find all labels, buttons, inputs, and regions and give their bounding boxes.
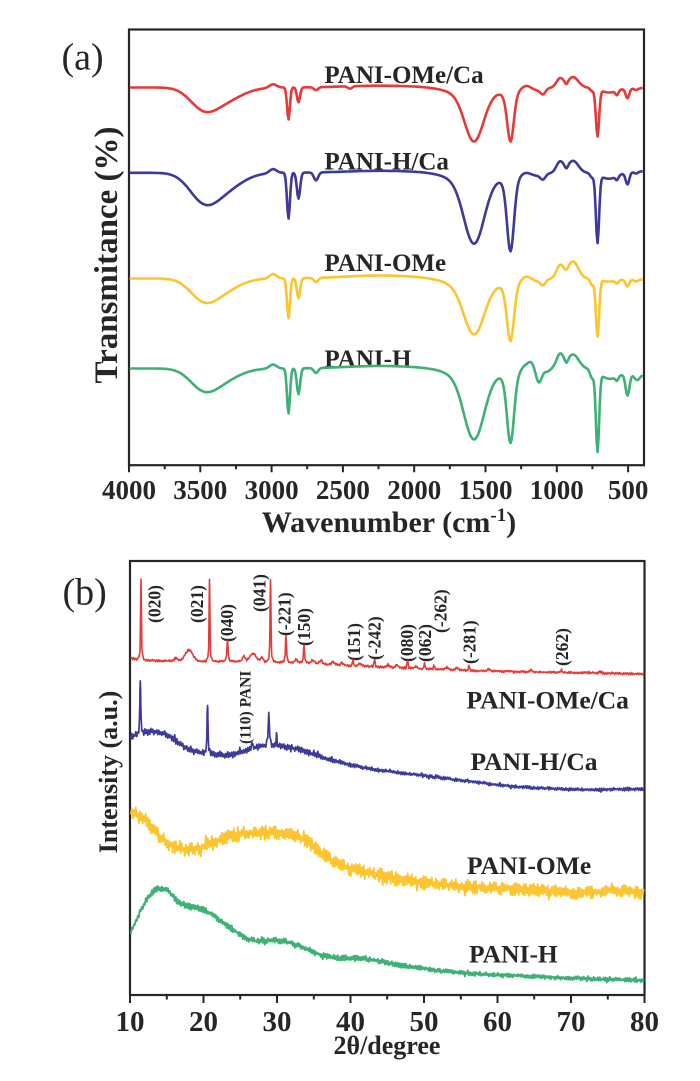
svg-text:PANI-H: PANI-H [469,940,558,969]
svg-text:(151): (151) [344,623,364,661]
svg-text:4000: 4000 [102,475,156,505]
svg-text:PANI-H/Ca: PANI-H/Ca [471,747,598,776]
svg-text:Transmitance (%): Transmitance (%) [89,127,125,384]
svg-text:2000: 2000 [387,475,441,505]
svg-text:(-262): (-262) [431,589,451,633]
svg-text:2θ/degree: 2θ/degree [334,1031,441,1060]
svg-text:50: 50 [410,1006,439,1038]
svg-text:3000: 3000 [245,475,299,505]
svg-text:60: 60 [483,1006,512,1038]
svg-text:2500: 2500 [316,475,370,505]
svg-text:20: 20 [189,1006,218,1038]
svg-text:40: 40 [336,1006,365,1038]
svg-text:PANI-OMe: PANI-OMe [324,250,446,277]
svg-text:Intensity (a.u.): Intensity (a.u.) [94,691,123,854]
svg-text:10: 10 [116,1006,145,1038]
svg-text:1000: 1000 [530,475,584,505]
svg-text:1500: 1500 [459,475,513,505]
svg-text:PANI-OMe/Ca: PANI-OMe/Ca [324,62,484,89]
svg-text:70: 70 [557,1006,586,1038]
svg-text:(080): (080) [397,624,417,662]
svg-text:(150): (150) [294,608,314,646]
svg-text:PANI-OMe/Ca: PANI-OMe/Ca [467,686,630,715]
svg-text:(a): (a) [62,37,104,79]
svg-text:500: 500 [608,475,649,505]
svg-text:(262): (262) [552,628,572,666]
svg-text:(021): (021) [187,585,207,623]
svg-text:PANI-H: PANI-H [324,346,412,373]
svg-text:(110) PANI: (110) PANI [238,671,255,744]
svg-text:(020): (020) [145,585,165,623]
svg-text:30: 30 [263,1006,292,1038]
svg-text:(b): (b) [63,572,107,614]
svg-text:(062): (062) [415,624,435,662]
svg-text:Wavenumber (cm-1): Wavenumber (cm-1) [262,505,516,539]
svg-text:(041): (041) [250,574,270,612]
svg-text:PANI-OMe: PANI-OMe [467,851,591,880]
svg-text:(-221): (-221) [275,592,295,636]
svg-text:3500: 3500 [173,475,227,505]
svg-text:80: 80 [630,1006,659,1038]
svg-text:(-281): (-281) [460,620,480,664]
svg-text:(-242): (-242) [365,616,385,660]
svg-text:(040): (040) [217,604,237,642]
